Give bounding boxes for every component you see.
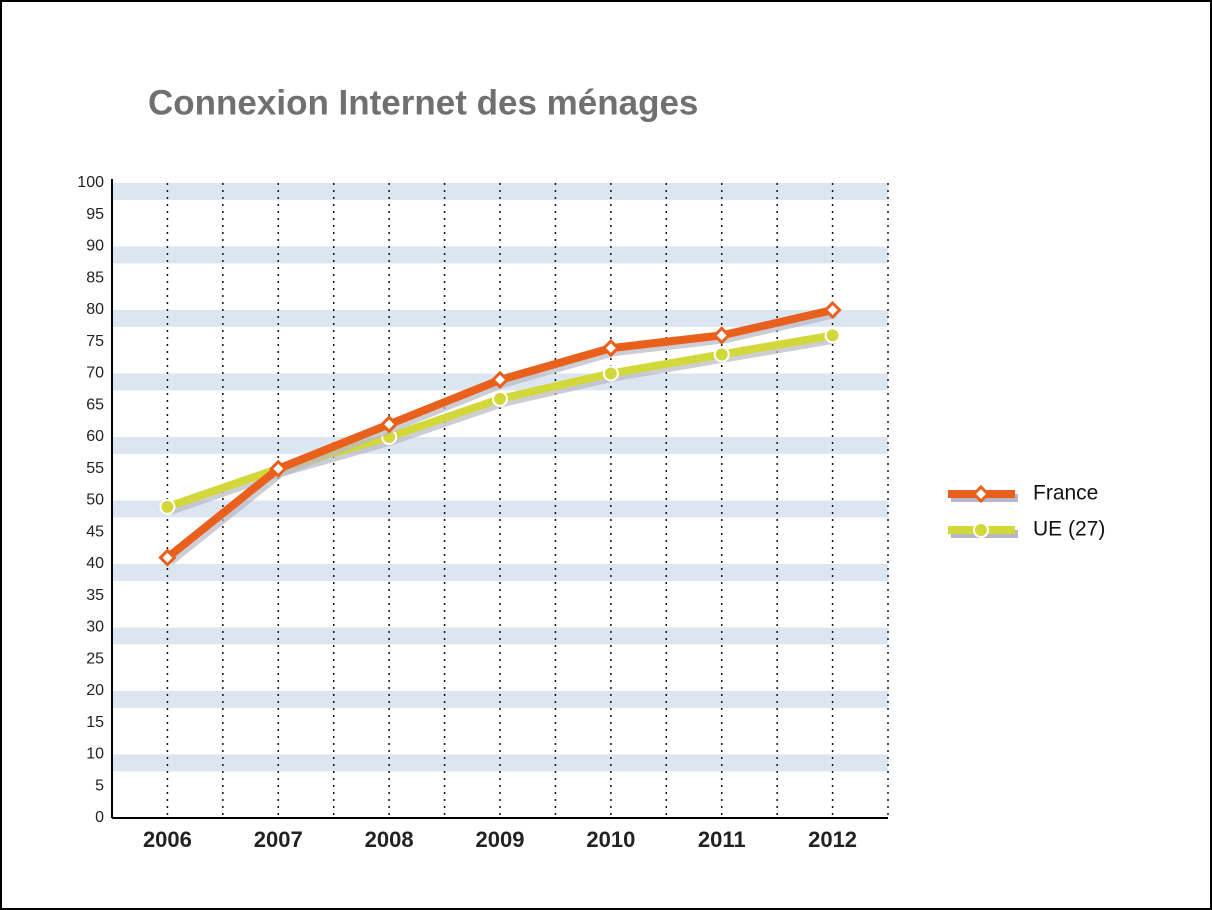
grid-stripe xyxy=(112,627,888,645)
y-tick-label: 30 xyxy=(86,619,104,636)
point xyxy=(269,459,288,478)
y-tick-label: 40 xyxy=(86,555,104,572)
point xyxy=(492,390,508,407)
y-tick-label: 35 xyxy=(86,587,104,604)
legend-marker xyxy=(971,484,991,504)
x-tick-label: 2011 xyxy=(698,827,746,852)
y-tick-label: 70 xyxy=(86,365,104,382)
legend-label: UE (27) xyxy=(1033,518,1105,541)
x-tick-label: 2010 xyxy=(586,827,635,852)
chart-title: Connexion Internet des ménages xyxy=(148,83,698,122)
x-tick-label: 2006 xyxy=(143,827,192,852)
grid-stripe xyxy=(112,437,888,454)
y-tick-label: 95 xyxy=(86,206,104,223)
y-tick-label: 100 xyxy=(77,174,104,191)
y-tick-label: 90 xyxy=(86,238,104,255)
x-tick-label: 2012 xyxy=(808,827,857,852)
legend-label: France xyxy=(1033,482,1098,505)
grid-stripe xyxy=(112,691,888,708)
y-tick-label: 20 xyxy=(86,682,104,699)
point xyxy=(824,327,841,344)
grid-stripe xyxy=(112,564,888,581)
grid-stripe xyxy=(112,310,888,327)
point xyxy=(601,338,620,358)
point xyxy=(823,300,842,320)
y-tick-label: 50 xyxy=(86,492,104,509)
point xyxy=(712,326,731,345)
y-tick-label: 80 xyxy=(86,301,104,318)
point xyxy=(380,415,399,434)
y-tick-label: 85 xyxy=(86,269,104,286)
y-tick-label: 15 xyxy=(86,714,104,731)
x-tick-label: 2007 xyxy=(254,827,303,852)
point xyxy=(602,365,619,382)
grid-stripe xyxy=(112,500,888,518)
y-tick-label: 0 xyxy=(95,809,104,826)
y-tick-label: 55 xyxy=(86,460,104,477)
y-tick-label: 60 xyxy=(86,428,104,445)
y-tick-label: 65 xyxy=(86,396,104,413)
grid-stripe xyxy=(112,754,888,772)
y-tick-label: 25 xyxy=(86,650,104,667)
y-tick-label: 75 xyxy=(86,333,104,350)
x-tick-label: 2008 xyxy=(365,827,414,852)
y-tick-label: 10 xyxy=(86,746,104,763)
y-tick-label: 45 xyxy=(86,523,104,540)
y-tick-label: 5 xyxy=(95,777,104,794)
point xyxy=(159,498,176,515)
point xyxy=(158,548,177,567)
x-tick-label: 2009 xyxy=(476,827,525,852)
point xyxy=(713,346,730,363)
point xyxy=(490,370,510,389)
legend-marker xyxy=(973,522,989,538)
